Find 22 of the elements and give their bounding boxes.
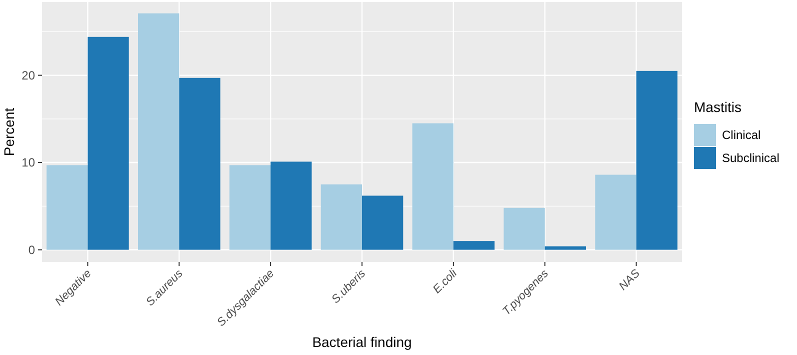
bar xyxy=(179,78,220,250)
y-axis-title: Percent xyxy=(1,108,17,156)
bar xyxy=(504,208,545,250)
legend-label: Subclinical xyxy=(722,151,780,166)
legend-label: Clinical xyxy=(722,128,761,142)
bar xyxy=(320,184,362,250)
bar xyxy=(636,70,678,250)
legend-title: Mastitis xyxy=(694,99,742,115)
bar xyxy=(412,123,454,250)
bar xyxy=(270,162,312,250)
bar xyxy=(453,241,495,250)
y-tick-label: 10 xyxy=(22,156,36,170)
bar xyxy=(544,246,586,250)
bar xyxy=(138,13,180,250)
bar xyxy=(46,165,88,250)
x-axis-title: Bacterial finding xyxy=(312,334,412,350)
bar xyxy=(88,36,129,250)
y-tick-label: 0 xyxy=(28,242,36,257)
y-tick-label: 20 xyxy=(22,68,36,82)
bar xyxy=(229,165,271,250)
bar xyxy=(595,174,636,250)
bar xyxy=(362,196,404,250)
